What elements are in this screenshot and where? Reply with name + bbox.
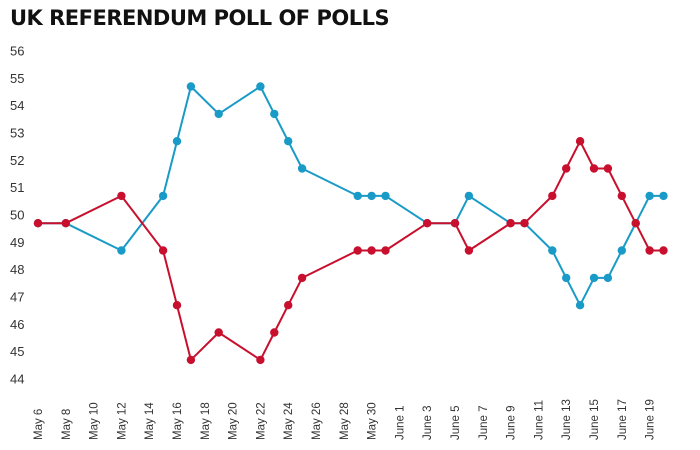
- data-point: [575, 301, 585, 310]
- x-tick-label: June 17: [617, 399, 629, 440]
- x-tick-label: May 22: [255, 402, 267, 440]
- x-tick-label: May 10: [89, 402, 101, 440]
- data-point: [117, 246, 126, 255]
- y-tick-label: 45: [10, 344, 24, 359]
- x-tick-label: May 16: [172, 402, 184, 440]
- data-point: [353, 191, 362, 201]
- y-tick-label: 51: [10, 180, 24, 195]
- x-tick-label: May 24: [283, 402, 295, 440]
- x-tick-label: May 20: [228, 402, 240, 440]
- data-point: [33, 219, 43, 228]
- y-tick-label: 56: [10, 44, 24, 59]
- data-point: [548, 191, 557, 201]
- data-point: [603, 164, 613, 173]
- y-tick-label: 44: [10, 372, 24, 387]
- data-point: [172, 301, 182, 310]
- data-point: [575, 137, 585, 146]
- x-tick-label: May 14: [144, 402, 156, 440]
- data-point: [520, 219, 529, 228]
- data-point: [548, 246, 557, 255]
- y-tick-label: 48: [10, 262, 24, 277]
- data-point: [270, 328, 279, 337]
- x-tick-label: June 3: [422, 405, 434, 440]
- data-point: [270, 109, 279, 119]
- y-tick-label: 52: [10, 153, 24, 168]
- data-point: [589, 164, 599, 173]
- data-point: [381, 191, 390, 201]
- x-tick-label: May 6: [33, 409, 45, 440]
- data-point: [381, 246, 390, 255]
- data-point: [631, 219, 640, 228]
- data-point: [367, 246, 376, 255]
- x-tick-label: May 8: [61, 409, 73, 440]
- data-point: [214, 109, 223, 119]
- x-axis: May 6 May 8 May 10 May 12 May 14 May 16 May 18…: [33, 399, 657, 440]
- data-point: [186, 82, 196, 91]
- data-point: [659, 191, 668, 201]
- x-tick-label: June 15: [589, 399, 601, 440]
- data-point: [367, 191, 376, 201]
- x-tick-label: June 5: [450, 405, 462, 440]
- y-tick-label: 50: [10, 208, 24, 223]
- data-point: [506, 219, 515, 228]
- x-tick-label: May 30: [367, 402, 379, 440]
- x-tick-label: June 13: [561, 399, 573, 440]
- data-point: [464, 191, 474, 201]
- x-tick-label: June 7: [478, 405, 490, 440]
- chart-title: UK REFERENDUM POLL OF POLLS: [10, 6, 390, 30]
- data-point: [353, 246, 362, 255]
- y-tick-label: 55: [10, 71, 24, 86]
- x-tick-label: June 11: [533, 400, 545, 440]
- data-point: [464, 246, 474, 255]
- y-tick-label: 49: [10, 235, 24, 250]
- series-line-2: [38, 140, 664, 361]
- data-point: [297, 164, 307, 173]
- y-tick-label: 46: [10, 317, 24, 332]
- data-point: [117, 191, 126, 201]
- x-tick-label: May 12: [116, 402, 128, 440]
- x-tick-label: June 19: [645, 399, 657, 440]
- data-point: [450, 219, 460, 228]
- data-point: [562, 164, 571, 173]
- data-point: [645, 246, 654, 255]
- data-point: [256, 355, 265, 365]
- data-point: [61, 219, 70, 228]
- data-point: [617, 246, 626, 255]
- data-point: [645, 191, 654, 201]
- x-tick-label: May 28: [339, 402, 351, 440]
- data-point: [589, 273, 599, 283]
- data-point: [659, 246, 668, 255]
- data-point: [172, 137, 182, 146]
- data-point: [158, 191, 168, 201]
- data-point: [214, 328, 223, 337]
- x-tick-label: June 9: [506, 405, 518, 440]
- x-tick-label: May 18: [200, 402, 212, 440]
- y-axis: 44 45 46 47 48 49 50 51 52 53 54 55 56: [10, 44, 24, 387]
- data-point: [603, 273, 613, 283]
- data-point: [423, 219, 432, 228]
- data-point: [297, 273, 307, 283]
- series-line-1: [38, 85, 664, 307]
- data-point: [256, 82, 265, 91]
- y-tick-label: 47: [10, 290, 24, 305]
- data-point: [617, 191, 626, 201]
- x-tick-label: June 1: [394, 405, 406, 440]
- x-tick-label: May 26: [311, 402, 323, 440]
- data-point: [186, 355, 196, 365]
- y-tick-label: 53: [10, 126, 24, 141]
- data-point: [284, 301, 293, 310]
- y-tick-label: 54: [10, 98, 24, 113]
- data-point: [562, 273, 571, 283]
- series-layer: [33, 82, 668, 365]
- data-point: [284, 137, 293, 146]
- data-point: [158, 246, 168, 255]
